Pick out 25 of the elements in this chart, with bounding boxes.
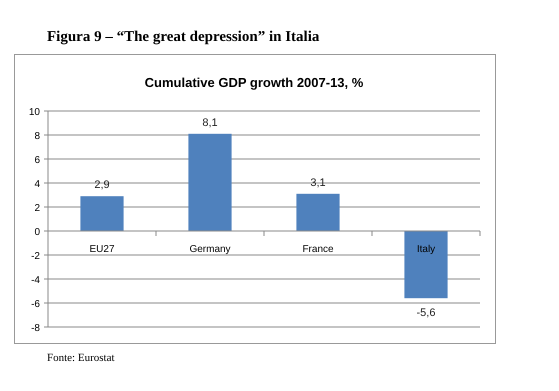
y-tick-label: 6 xyxy=(34,155,40,166)
x-tick-label: EU27 xyxy=(89,244,115,255)
y-tick-label: 2 xyxy=(34,203,40,214)
bar xyxy=(404,231,448,298)
chart-subtitle: Cumulative GDP growth 2007-13, % xyxy=(144,75,364,90)
chart-title: Figura 9 – “The great depression” in Italia xyxy=(47,29,320,45)
y-tick-label: -4 xyxy=(31,275,40,286)
y-tick-label: 0 xyxy=(34,227,40,238)
y-tick-label: 10 xyxy=(28,107,40,118)
x-tick-label: Germany xyxy=(189,244,231,255)
y-tick-label: 4 xyxy=(34,179,40,190)
x-tick-label: Italy xyxy=(416,244,436,255)
y-tick-label: 8 xyxy=(34,131,40,142)
source-note: Fonte: Eurostat xyxy=(47,352,115,364)
x-tick-label: France xyxy=(302,244,334,255)
data-label: 8,1 xyxy=(202,116,218,129)
y-tick-label: -8 xyxy=(31,323,40,334)
data-label: 3,1 xyxy=(310,176,326,189)
data-label: 2,9 xyxy=(94,179,110,192)
data-label: -5,6 xyxy=(416,307,436,320)
bar xyxy=(188,134,232,231)
y-tick-label: -2 xyxy=(31,251,40,262)
y-tick-label: -6 xyxy=(31,299,40,310)
bar xyxy=(296,194,340,231)
bar xyxy=(80,196,124,231)
